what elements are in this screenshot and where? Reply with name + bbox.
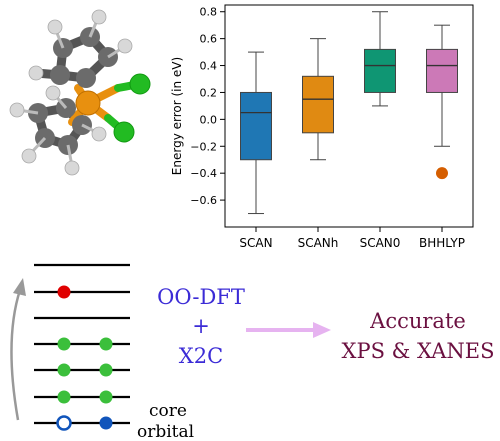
electron	[57, 363, 71, 377]
box-bhhlyp	[426, 24, 458, 180]
box-scan	[240, 51, 272, 215]
hydrogen-atom	[91, 9, 107, 25]
y-axis-label: Energy error (in eV)	[170, 57, 184, 175]
excitation-arrow-head	[13, 278, 26, 296]
orbital-level-diagram: core orbital	[10, 263, 194, 441]
core-hole	[56, 415, 72, 431]
y-tick-label: 0.0	[200, 113, 218, 126]
hydrogen-atoms	[9, 9, 133, 176]
y-tick-label: 0.8	[200, 6, 218, 19]
iqr-box	[364, 48, 396, 93]
box-series	[240, 11, 458, 215]
electron	[99, 363, 113, 377]
x-axis-ticks: SCAN SCANh SCAN0 BHHLYP	[239, 227, 465, 250]
metal-atom	[75, 90, 101, 116]
y-tick-label: 0.6	[200, 33, 218, 46]
hydrogen-atom	[117, 38, 133, 54]
electron	[57, 337, 71, 351]
energy-error-box-plot: 0.80.60.40.20.0−0.2−0.4−0.6 SCAN SCANh SCA…	[170, 4, 474, 250]
method-block: OO-DFT + X2C	[157, 285, 245, 368]
x-tick-label: SCAN	[239, 236, 272, 250]
core-label-line1: core	[149, 401, 187, 421]
hydrogen-atom	[9, 102, 25, 118]
y-tick-label: −0.2	[190, 140, 217, 153]
core-label-line2: orbital	[137, 422, 194, 441]
iqr-box	[426, 48, 458, 93]
x-tick-label: BHHLYP	[419, 236, 465, 250]
method-line2: X2C	[179, 344, 223, 368]
carbon-atom	[50, 65, 70, 85]
iqr-box	[240, 91, 272, 161]
box-scan0	[364, 11, 396, 107]
carbon-atom	[76, 68, 96, 88]
electron	[99, 337, 113, 351]
hydrogen-atom	[91, 126, 107, 142]
y-tick-label: −0.4	[190, 167, 217, 180]
method-line1: OO-DFT	[157, 285, 245, 309]
y-axis-ticks: 0.8 0.6 0.4 0.2 0.0 −0.2 −0.4 −0.6	[190, 6, 225, 207]
excitation-arrow	[10, 289, 22, 421]
y-tick-label: 0.4	[200, 60, 218, 73]
x-tick-label: SCAN0	[360, 236, 401, 250]
energy-levels	[34, 263, 130, 425]
x-tick-label: SCANh	[298, 236, 339, 250]
excited-electron	[57, 285, 71, 299]
outlier-point	[436, 167, 448, 180]
y-tick-label: −0.6	[190, 194, 217, 207]
electron	[99, 390, 113, 404]
hydrogen-atom	[45, 85, 61, 101]
valence-electrons	[57, 337, 113, 404]
result-line1: Accurate	[369, 309, 466, 333]
result-line2: XPS & XANES	[342, 339, 495, 363]
process-arrow	[246, 322, 331, 338]
hydrogen-atom	[28, 65, 44, 81]
hydrogen-atom	[21, 148, 37, 164]
result-block: Accurate XPS & XANES	[342, 309, 495, 363]
plot-frame	[224, 4, 474, 228]
molecule-illustration	[9, 9, 151, 176]
iqr-box	[302, 75, 334, 134]
hydrogen-atom	[47, 19, 63, 35]
y-tick-label: 0.2	[200, 86, 218, 99]
hydrogen-atom	[64, 160, 80, 176]
electron	[57, 390, 71, 404]
box-scanh	[302, 38, 334, 161]
chlorine-atom	[129, 73, 151, 95]
chlorine-atom	[113, 121, 135, 143]
method-plus: +	[192, 314, 210, 338]
core-electron	[99, 416, 113, 430]
